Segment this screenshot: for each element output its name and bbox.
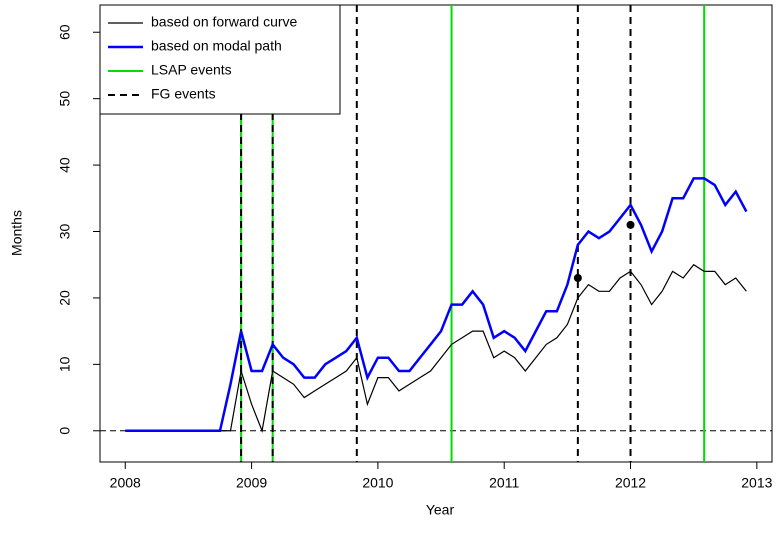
- y-tick-label: 40: [57, 157, 73, 173]
- point: [573, 274, 582, 283]
- point: [626, 220, 635, 229]
- legend-label: LSAP events: [151, 62, 232, 78]
- x-axis-label: Year: [426, 502, 455, 518]
- x-tick-label: 2011: [489, 475, 519, 491]
- y-tick-label: 50: [57, 91, 73, 107]
- legend-label: FG events: [151, 86, 216, 102]
- legend-label: based on forward curve: [151, 14, 298, 30]
- x-tick-label: 2008: [110, 475, 141, 491]
- x-tick-label: 2013: [741, 475, 772, 491]
- legend-label: based on modal path: [151, 38, 282, 54]
- y-axis-label: Months: [9, 210, 25, 256]
- x-tick-label: 2010: [362, 475, 393, 491]
- x-tick-label: 2012: [615, 475, 646, 491]
- series-line: [125, 263, 747, 433]
- y-tick-label: 60: [57, 24, 73, 40]
- x-tick-label: 2009: [236, 475, 267, 491]
- series-line: [125, 177, 748, 433]
- y-tick-label: 30: [57, 224, 73, 240]
- y-tick-label: 10: [57, 356, 73, 372]
- y-tick-label: 0: [57, 427, 73, 435]
- y-tick-label: 20: [57, 290, 73, 306]
